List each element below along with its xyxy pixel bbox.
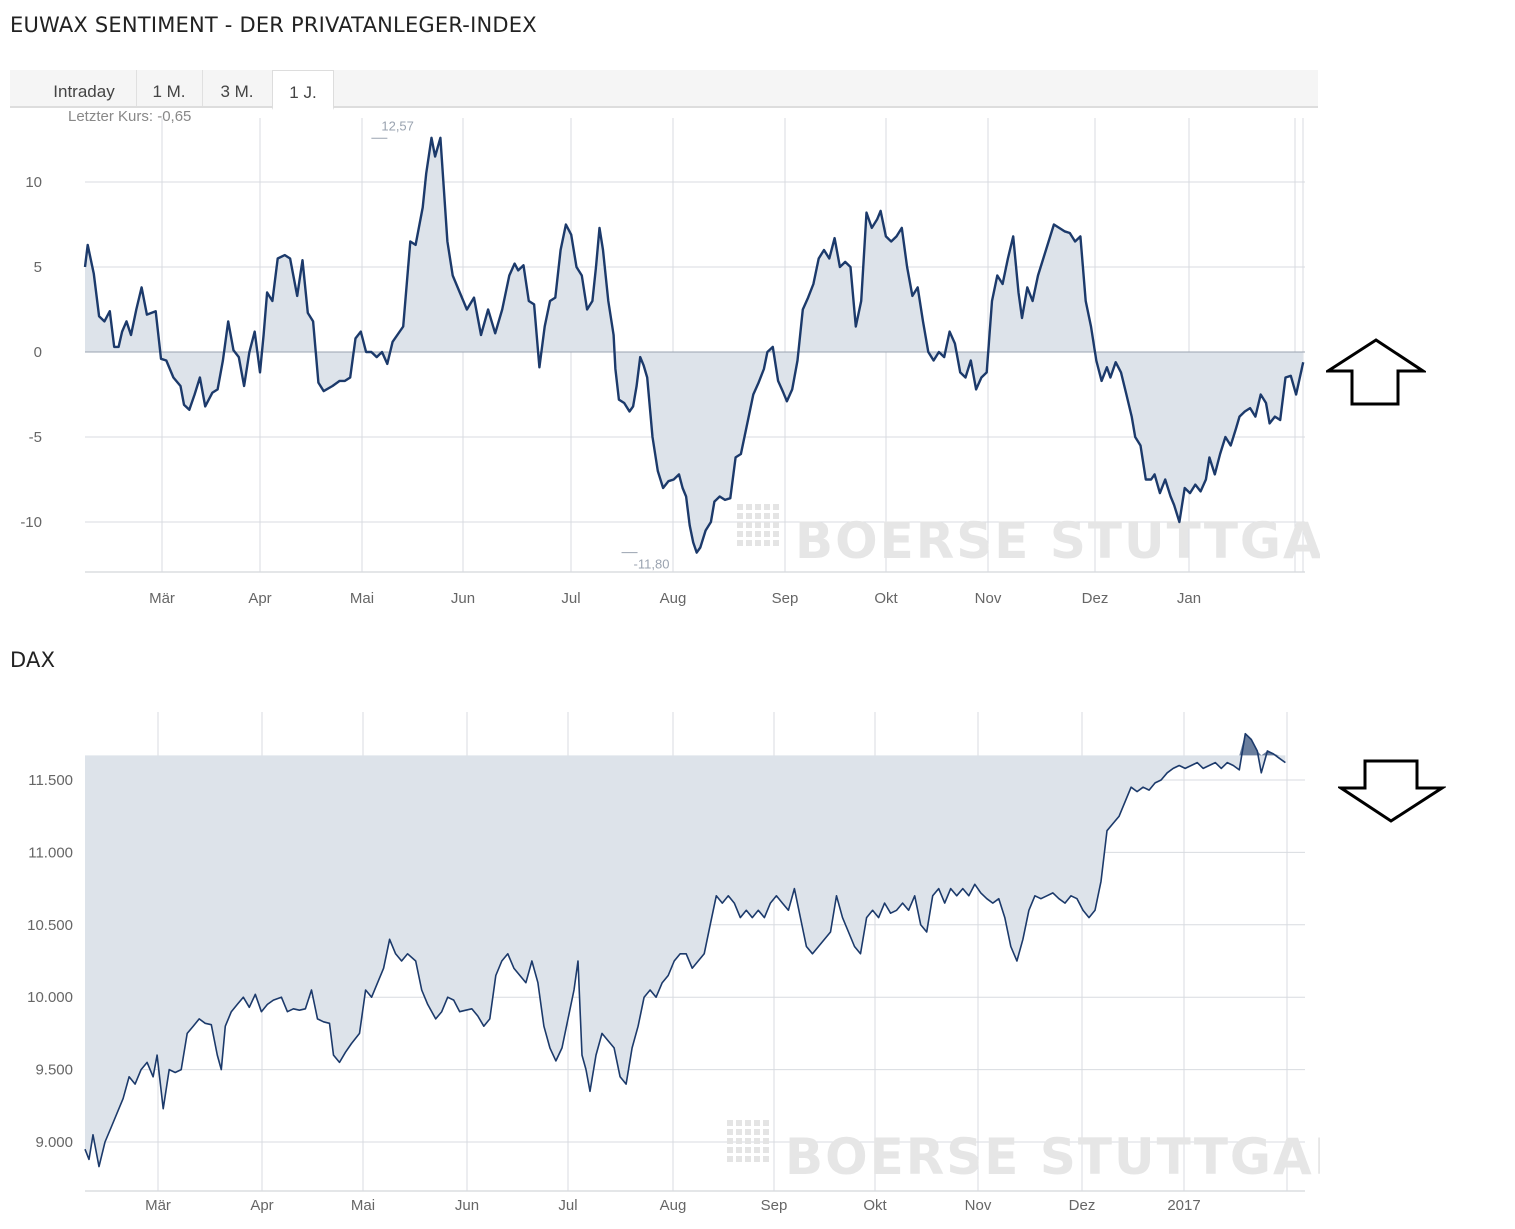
euwax-y-tick-label: 5: [34, 259, 42, 276]
euwax-y-tick-label: 10: [25, 174, 42, 191]
dax-x-tick-label: Okt: [863, 1197, 887, 1214]
chart-title-euwax: EUWAX SENTIMENT - DER PRIVATANLEGER-INDE…: [10, 13, 537, 37]
dax-y-tick-label: 10.500: [27, 917, 73, 934]
down-arrow-icon: [1338, 759, 1446, 823]
dax-x-tick-label: Dez: [1069, 1197, 1096, 1214]
dax-y-tick-label: 10.000: [27, 989, 73, 1006]
dax-area-fill-above: [85, 733, 1286, 756]
tab-1-year[interactable]: 1 J.: [272, 70, 334, 110]
euwax-watermark-text: BOERSE STUTTGART: [795, 512, 1320, 570]
dax-y-tick-label: 11.000: [28, 844, 73, 861]
tab-1-month[interactable]: 1 M.: [136, 70, 203, 106]
last-price-label: Letzter Kurs: -0,65: [68, 108, 192, 125]
euwax-watermark: BOERSE STUTTGART: [737, 504, 1320, 570]
tab-intraday[interactable]: Intraday: [32, 70, 137, 106]
dax-x-tick-label: Aug: [660, 1197, 687, 1214]
dax-x-tick-label: Sep: [761, 1197, 788, 1214]
dax-y-tick-label: 11.500: [28, 772, 73, 789]
euwax-x-tick-label: Mär: [149, 590, 175, 607]
euwax-x-tick-label: Mai: [350, 590, 374, 607]
dax-y-tick-label: 9.000: [35, 1134, 73, 1151]
euwax-sentiment-chart: Mär Apr Mai Jun Jul Aug Sep Okt Nov Dez Jan -10 -5 0 5…: [20, 118, 1320, 607]
dax-y-tick-label: 9.500: [35, 1062, 73, 1079]
euwax-x-tick-label: Aug: [660, 590, 687, 607]
dax-x-tick-label: Jun: [455, 1197, 479, 1214]
euwax-annotation-label: 12,57: [381, 118, 414, 133]
euwax-x-tick-label: Sep: [772, 590, 799, 607]
dax-x-tick-label: Mär: [145, 1197, 171, 1214]
dax-x-tick-label: Apr: [250, 1197, 273, 1214]
dax-x-tick-label: Nov: [965, 1197, 992, 1214]
chart-title-dax: DAX: [10, 648, 56, 672]
dax-x-tick-label: Mai: [351, 1197, 375, 1214]
euwax-x-tick-label: Dez: [1082, 590, 1109, 607]
dax-x-tick-label: 2017: [1167, 1197, 1200, 1214]
euwax-y-tick-label: -10: [20, 514, 42, 531]
euwax-x-tick-label: Okt: [874, 590, 898, 607]
euwax-annotation-label: -11,80: [634, 557, 670, 572]
euwax-x-tick-label: Jul: [561, 590, 580, 607]
dax-chart: Mär Apr Mai Jun Jul Aug Sep Okt Nov Dez 2017 9.000 9…: [27, 712, 1320, 1214]
euwax-x-tick-label: Jan: [1177, 590, 1201, 607]
dax-watermark-text: BOERSE STUTTGART: [785, 1128, 1320, 1186]
euwax-y-tick-label: 0: [34, 344, 42, 361]
euwax-x-tick-label: Jun: [451, 590, 475, 607]
euwax-x-tick-label: Apr: [248, 590, 271, 607]
euwax-x-tick-label: Nov: [975, 590, 1002, 607]
dax-watermark: BOERSE STUTTGART: [727, 1120, 1320, 1186]
dax-x-tick-label: Jul: [558, 1197, 577, 1214]
up-arrow-icon: [1326, 338, 1426, 406]
euwax-y-tick-label: -5: [29, 429, 42, 446]
dax-series-line: [84, 732, 1286, 1168]
euwax-area-fill: [85, 137, 1304, 553]
timerange-tabs: Intraday 1 M. 3 M. 1 J.: [10, 70, 1318, 110]
tab-3-months[interactable]: 3 M.: [202, 70, 273, 106]
euwax-series-line: [83, 136, 1305, 554]
dax-area-fill: [85, 733, 1286, 1167]
